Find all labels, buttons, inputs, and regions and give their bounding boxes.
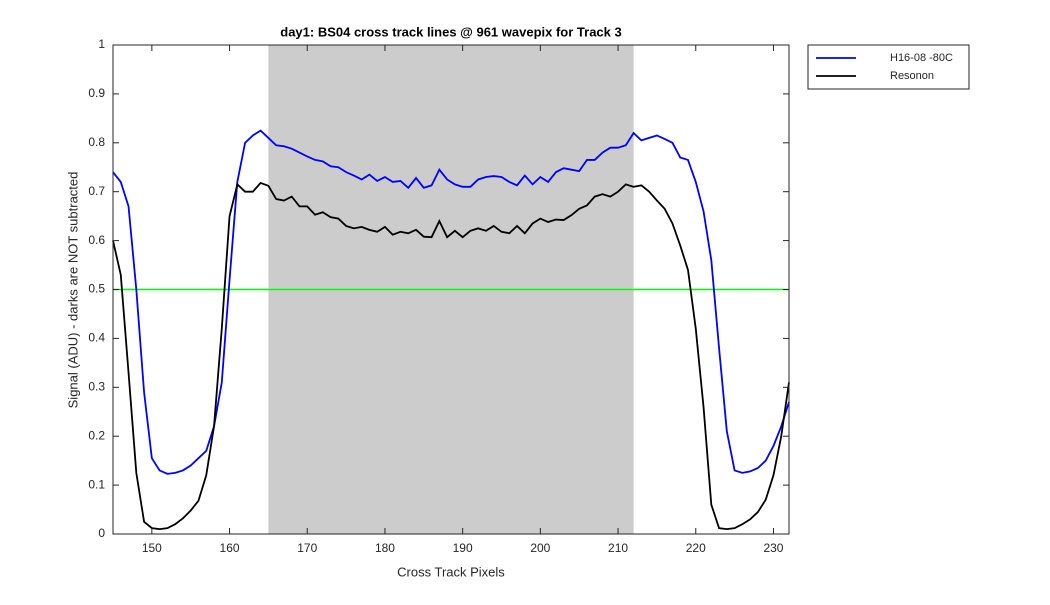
y-tick-label: 0.3 (88, 379, 105, 393)
x-axis-label: Cross Track Pixels (397, 564, 505, 579)
y-tick-label: 0.7 (88, 184, 105, 198)
y-tick-label: 0.1 (88, 477, 105, 491)
x-tick-label: 190 (453, 541, 473, 555)
y-tick-label: 0 (98, 526, 105, 540)
x-tick-label: 160 (220, 541, 240, 555)
x-tick-label: 180 (375, 541, 395, 555)
y-axis-label: Signal (ADU) - darks are NOT subtracted (65, 172, 80, 409)
legend-label: H16-08 -80C (890, 52, 953, 64)
x-tick-label: 170 (297, 541, 317, 555)
chart-title: day1: BS04 cross track lines @ 961 wavep… (280, 24, 621, 39)
x-tick-label: 220 (686, 541, 706, 555)
series-line (112, 181, 790, 531)
y-tick-label: 0.8 (88, 135, 105, 149)
y-tick-label: 0.2 (88, 428, 105, 442)
legend-box (807, 44, 970, 90)
y-tick-label: 0.5 (88, 282, 105, 296)
y-tick-label: 0.6 (88, 233, 105, 247)
x-tick-label: 210 (608, 541, 628, 555)
x-tick-label: 200 (530, 541, 550, 555)
x-tick-label: 150 (142, 541, 162, 555)
x-tick-label: 230 (763, 541, 783, 555)
legend-label: Resonon (890, 70, 934, 82)
y-tick-label: 0.4 (88, 331, 105, 345)
y-tick-label: 0.9 (88, 86, 105, 100)
y-tick-label: 1 (98, 37, 105, 51)
series-line (112, 129, 790, 475)
